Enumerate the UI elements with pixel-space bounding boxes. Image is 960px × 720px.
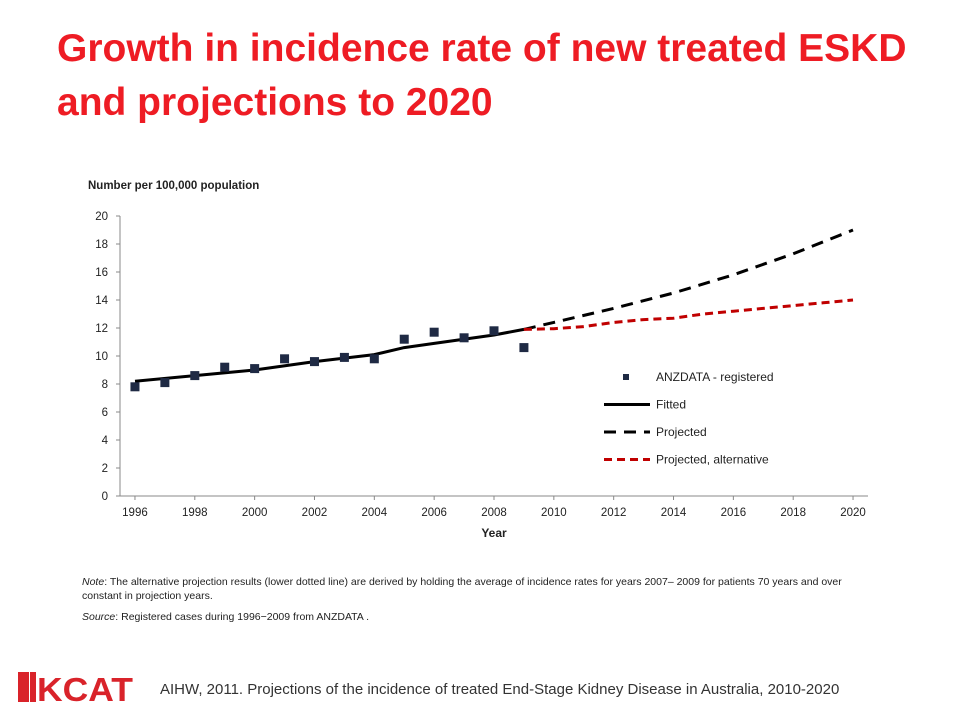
note-text: : The alternative projection results (lo… (82, 576, 842, 602)
data-point-marker (429, 327, 439, 337)
x-tick-label: 1996 (122, 507, 148, 519)
legend-label: Projected, alternative (656, 453, 769, 467)
series-line (523, 298, 854, 331)
data-point-marker (519, 343, 529, 353)
legend-label: Projected (656, 425, 707, 439)
x-tick-label: 2014 (661, 507, 687, 519)
plot-area (130, 228, 854, 392)
axes: 0 2 4 6 8 10 12 14 16 18 20 1996 1998 2000 2002 2004 200… (95, 211, 868, 519)
data-point-marker (250, 364, 260, 374)
note-label: Note (82, 576, 105, 588)
source-paragraph: Source: Registered cases during 1996−200… (82, 610, 862, 624)
kcat-logo-text: KCAT (37, 671, 133, 706)
x-tick-label: 2010 (541, 507, 567, 519)
data-point-marker (309, 357, 319, 367)
y-tick-label: 6 (102, 407, 108, 419)
y-tick-label: 8 (102, 379, 108, 391)
x-tick-label: 2006 (421, 507, 447, 519)
y-tick-label: 2 (102, 463, 108, 475)
series-line (523, 228, 854, 331)
x-axis-label: Year (481, 526, 507, 540)
data-point-marker (489, 326, 499, 336)
x-tick-label: 2000 (242, 507, 268, 519)
data-point-marker (220, 362, 230, 372)
y-tick-label: 4 (102, 435, 109, 447)
y-tick-label: 16 (95, 267, 108, 279)
x-tick-label: 1998 (182, 507, 208, 519)
data-point-marker (130, 382, 140, 392)
y-tick-label: 0 (102, 491, 108, 503)
y-tick-label: 20 (95, 211, 108, 223)
data-point-marker (160, 378, 170, 388)
data-point-marker (280, 354, 290, 364)
x-tick-label: 2008 (481, 507, 507, 519)
y-axis-label: Number per 100,000 population (88, 180, 259, 192)
kcat-logo-icon (18, 672, 36, 702)
x-tick-label: 2018 (780, 507, 806, 519)
x-tick-label: 2012 (601, 507, 627, 519)
x-tick-label: 2020 (840, 507, 866, 519)
legend-marker (623, 374, 629, 380)
data-point-marker (369, 354, 379, 364)
kcat-logo: KCAT (18, 671, 133, 706)
y-tick-label: 18 (95, 239, 108, 251)
source-text: : Registered cases during 1996−2009 from… (115, 611, 370, 623)
y-tick-label: 10 (95, 351, 108, 363)
x-tick-label: 2016 (721, 507, 747, 519)
data-point-marker (399, 334, 409, 344)
legend-label: ANZDATA - registered (656, 370, 774, 384)
slide-title: Growth in incidence rate of new treated … (57, 27, 907, 124)
x-tick-label: 2004 (362, 507, 388, 519)
x-tick-label: 2002 (302, 507, 328, 519)
chart-notes: Note: The alternative projection results… (82, 575, 862, 631)
data-point-marker (459, 333, 469, 343)
y-tick-label: 14 (95, 295, 108, 307)
legend-label: Fitted (656, 398, 686, 412)
data-point-marker (190, 371, 200, 381)
legend: ANZDATA - registered Fitted Projected Proje… (604, 370, 774, 467)
y-tick-label: 12 (95, 323, 108, 335)
source-label: Source (82, 611, 116, 623)
citation: AIHW, 2011. Projections of the incidence… (160, 681, 840, 698)
data-point-marker (339, 352, 349, 362)
note-paragraph: Note: The alternative projection results… (82, 575, 862, 603)
